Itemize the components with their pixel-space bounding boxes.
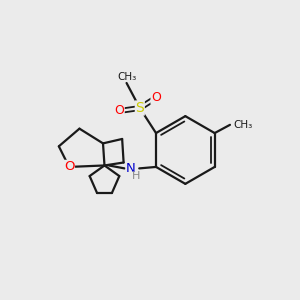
Text: O: O [151, 91, 161, 104]
Text: H: H [132, 171, 140, 181]
Text: O: O [114, 104, 124, 118]
Text: S: S [135, 101, 144, 115]
Text: N: N [126, 162, 136, 175]
Text: CH₃: CH₃ [117, 72, 136, 82]
Text: O: O [64, 160, 74, 173]
Text: CH₃: CH₃ [233, 120, 252, 130]
